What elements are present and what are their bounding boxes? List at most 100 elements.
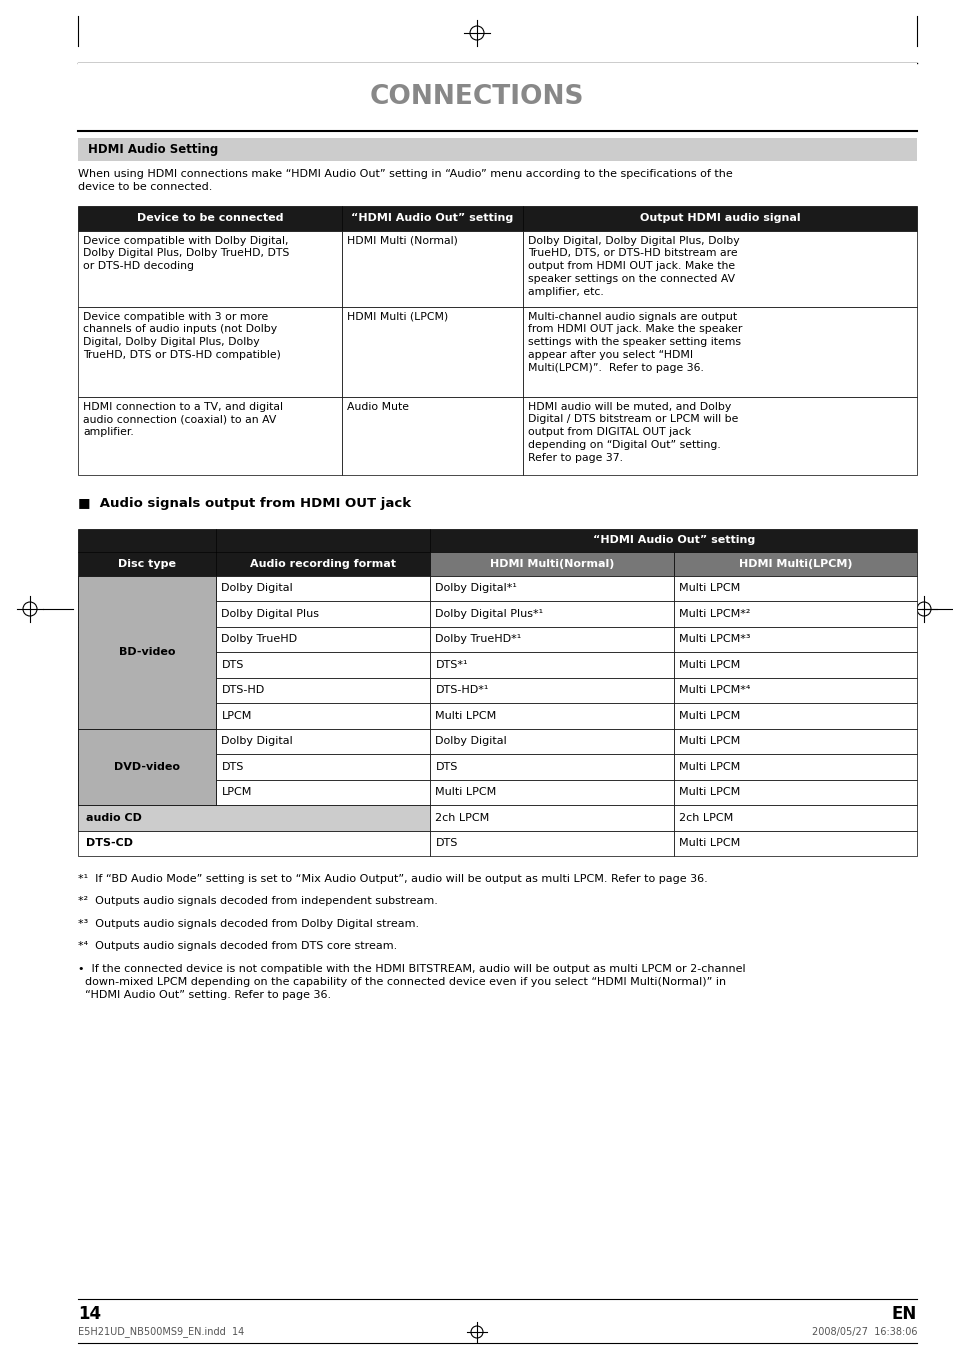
Text: ■  Audio signals output from HDMI OUT jack: ■ Audio signals output from HDMI OUT jac… [78,497,411,509]
Bar [216,601,430,627]
Text: audio CD: audio CD [86,813,142,823]
Bar [342,231,522,307]
Text: 14: 14 [78,1305,101,1323]
Text: Dolby Digital, Dolby Digital Plus, Dolby
TrueHD, DTS, or DTS-HD bitstream are
ou: Dolby Digital, Dolby Digital Plus, Dolby… [527,235,739,297]
Text: Dolby Digital Plus*¹: Dolby Digital Plus*¹ [435,609,543,619]
Bar [78,528,216,553]
Text: Audio recording format: Audio recording format [250,559,396,569]
Text: Dolby Digital: Dolby Digital [221,584,293,593]
Text: BD-video: BD-video [119,647,175,657]
Text: DTS: DTS [435,838,457,848]
Text: Multi LPCM*³: Multi LPCM*³ [678,634,749,644]
Text: Multi LPCM*⁴: Multi LPCM*⁴ [678,685,749,696]
Text: CONNECTIONS: CONNECTIONS [370,84,583,109]
Text: E5H21UD_NB500MS9_EN.indd  14: E5H21UD_NB500MS9_EN.indd 14 [78,1327,244,1337]
Bar [78,653,216,677]
Text: LPCM: LPCM [221,788,252,797]
Text: DTS: DTS [221,659,244,670]
Bar [430,528,916,553]
Text: Dolby Digital Plus: Dolby Digital Plus [221,609,319,619]
Bar [522,231,916,307]
Text: HDMI connection to a TV, and digital
audio connection (coaxial) to an AV
amplifi: HDMI connection to a TV, and digital aud… [83,401,283,438]
Text: Device to be connected: Device to be connected [136,213,283,223]
Bar [673,754,916,780]
Text: Multi LPCM: Multi LPCM [678,762,740,771]
Text: Device compatible with Dolby Digital,
Dolby Digital Plus, Dolby TrueHD, DTS
or D: Device compatible with Dolby Digital, Do… [83,235,289,272]
Text: When using HDMI connections make “HDMI Audio Out” setting in “Audio” menu accord: When using HDMI connections make “HDMI A… [78,169,732,192]
Text: Multi LPCM: Multi LPCM [435,788,497,797]
Text: Multi LPCM*²: Multi LPCM*² [678,609,749,619]
Text: HDMI Multi(LPCM): HDMI Multi(LPCM) [738,559,851,569]
Bar [673,677,916,703]
Bar [673,627,916,653]
Text: “HDMI Audio Out” setting: “HDMI Audio Out” setting [592,535,754,546]
Bar [78,307,342,396]
Text: HDMI Multi (Normal): HDMI Multi (Normal) [347,235,457,246]
Bar [430,677,673,703]
Bar [673,805,916,831]
Text: Multi LPCM: Multi LPCM [435,711,497,720]
Text: Device compatible with 3 or more
channels of audio inputs (not Dolby
Digital, Do: Device compatible with 3 or more channel… [83,312,280,359]
Text: *⁴  Outputs audio signals decoded from DTS core stream.: *⁴ Outputs audio signals decoded from DT… [78,942,396,951]
Text: Multi LPCM: Multi LPCM [678,736,740,746]
Bar [216,627,430,653]
Bar [522,307,916,396]
Bar [216,780,430,805]
Bar [342,307,522,396]
Text: DTS: DTS [221,762,244,771]
Bar [673,780,916,805]
Bar [78,601,216,627]
Bar [78,576,216,601]
Bar [430,805,673,831]
Bar [216,728,430,754]
Text: EN: EN [891,1305,916,1323]
Bar [216,653,430,677]
Bar [78,553,216,576]
Bar [430,576,673,601]
Bar [216,754,430,780]
Bar [342,205,522,231]
Bar [430,553,673,576]
Bar [673,703,916,728]
Bar [78,63,916,131]
Bar [216,677,430,703]
Bar [342,396,522,474]
Text: DTS-CD: DTS-CD [86,838,132,848]
Bar [78,831,430,857]
Text: Multi LPCM: Multi LPCM [678,838,740,848]
Text: Dolby TrueHD: Dolby TrueHD [221,634,297,644]
Text: Dolby Digital: Dolby Digital [221,736,293,746]
Bar [216,553,430,576]
Text: 2ch LPCM: 2ch LPCM [678,813,732,823]
Bar [673,576,916,601]
Text: “HDMI Audio Out” setting: “HDMI Audio Out” setting [351,213,513,223]
Text: •  If the connected device is not compatible with the HDMI BITSTREAM, audio will: • If the connected device is not compati… [78,965,745,1000]
Bar [78,205,342,231]
Bar [430,754,673,780]
Text: Multi LPCM: Multi LPCM [678,584,740,593]
Bar [430,831,673,857]
Text: HDMI Multi (LPCM): HDMI Multi (LPCM) [347,312,448,322]
Text: Multi LPCM: Multi LPCM [678,659,740,670]
Text: Audio Mute: Audio Mute [347,401,409,412]
Bar [78,805,430,831]
Text: DTS: DTS [435,762,457,771]
Text: Multi LPCM: Multi LPCM [678,711,740,720]
Text: 2008/05/27  16:38:06: 2008/05/27 16:38:06 [811,1327,916,1337]
Text: DTS-HD: DTS-HD [221,685,264,696]
Text: Disc type: Disc type [118,559,176,569]
Text: Dolby Digital*¹: Dolby Digital*¹ [435,584,517,593]
Bar [673,728,916,754]
Text: *²  Outputs audio signals decoded from independent substream.: *² Outputs audio signals decoded from in… [78,897,437,907]
Bar [78,728,216,805]
Bar [430,728,673,754]
Text: DVD-video: DVD-video [114,762,180,771]
Text: HDMI Multi(Normal): HDMI Multi(Normal) [489,559,614,569]
Text: HDMI audio will be muted, and Dolby
Digital / DTS bitstream or LPCM will be
outp: HDMI audio will be muted, and Dolby Digi… [527,401,738,462]
Bar [78,627,216,653]
Text: DTS*¹: DTS*¹ [435,659,467,670]
Bar [78,780,216,805]
Bar [430,780,673,805]
Bar [78,138,916,161]
Bar [216,528,430,553]
